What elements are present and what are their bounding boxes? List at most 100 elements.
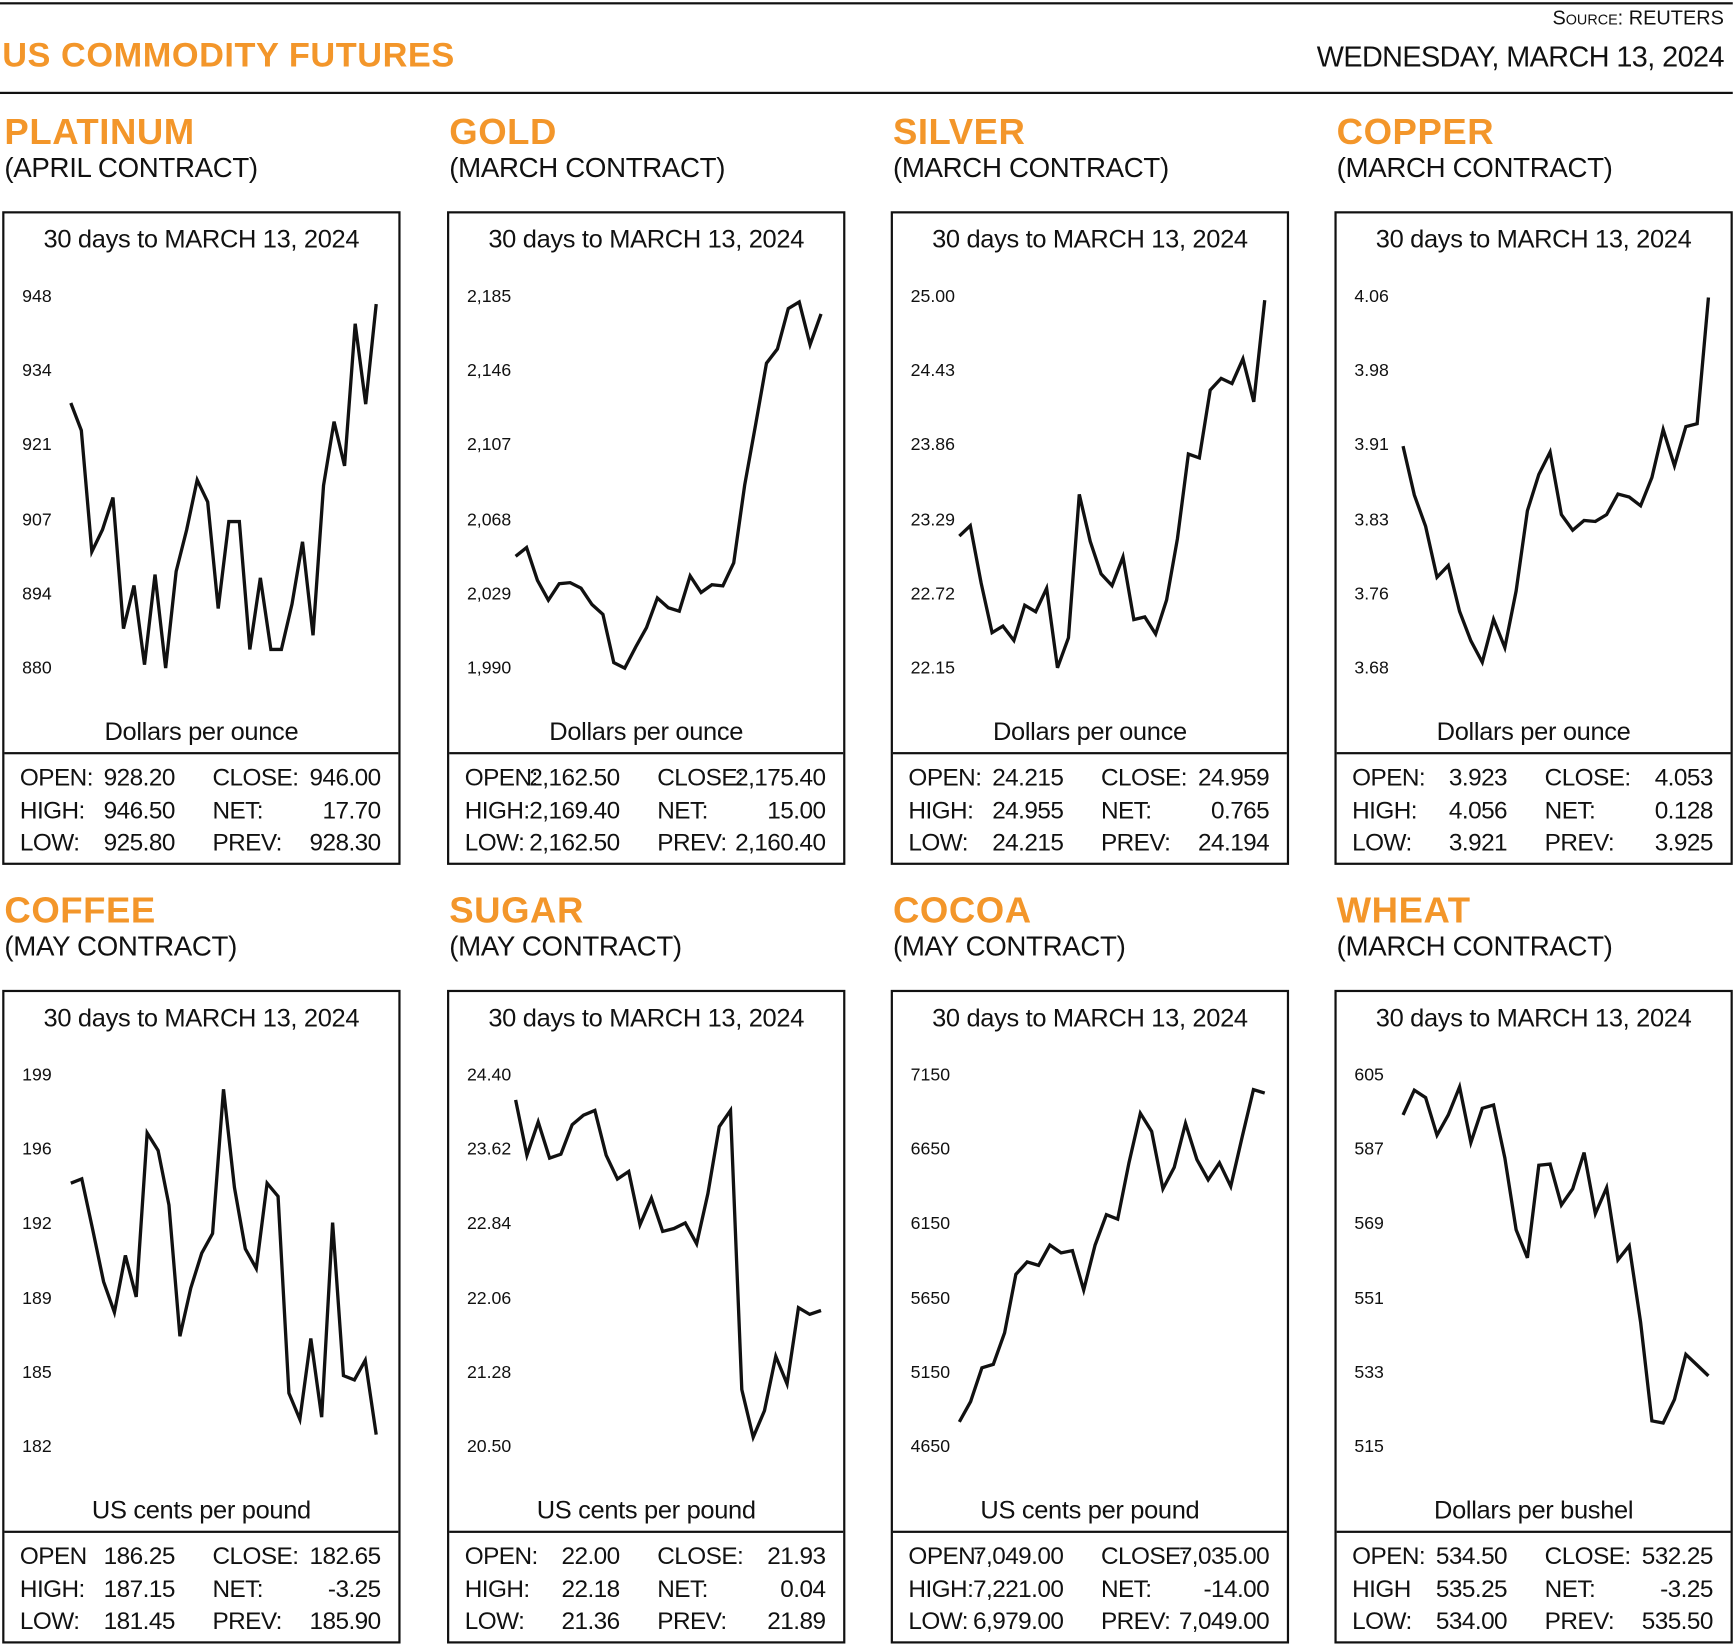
stat-label: CLOSE: [657, 763, 744, 791]
price-chart [1401, 297, 1711, 667]
stat-label: OPEN: [464, 1541, 539, 1570]
stats-row: HIGH: 946.50 NET: 17.70 [4, 796, 398, 827]
unit-label: US cents per pound [536, 1495, 756, 1525]
y-tick-label: 22.84 [466, 1214, 512, 1234]
chart-box: 30 days to MARCH 13, 2024 25.00 24.43 23.86… [890, 211, 1290, 865]
stat-value: 22.00 [561, 1541, 620, 1570]
price-chart [514, 299, 823, 671]
y-tick-label: 3.91 [1354, 436, 1389, 455]
stats-divider [449, 752, 844, 755]
stat-value: 7,221.00 [973, 1574, 1064, 1603]
stats-row: OPEN: 24.215 CLOSE: 24.959 [893, 763, 1287, 794]
stat-label: NET: [212, 1574, 264, 1603]
y-tick-label: 2,185 [466, 287, 512, 307]
commodity-name: SUGAR [449, 889, 584, 931]
unit-label: Dollars per ounce [992, 716, 1187, 746]
stat-value: 15.00 [767, 795, 826, 824]
stats-row: OPEN: 534.50 CLOSE: 532.25 [1337, 1542, 1731, 1573]
stat-value: 187.15 [103, 1574, 176, 1603]
y-tick-label: 182 [22, 1437, 52, 1457]
stat-label: NET: [657, 1574, 708, 1603]
y-tick-label: 3.98 [1354, 361, 1389, 381]
stat-value: -3.25 [327, 1574, 381, 1603]
stats-divider [892, 752, 1287, 755]
stat-value: 24.215 [992, 828, 1064, 857]
stat-label: NET: [1544, 1574, 1596, 1603]
y-tick-label: 1,990 [466, 659, 512, 678]
price-chart [70, 1089, 378, 1435]
stat-value: 2,175.40 [735, 763, 826, 791]
stat-label: LOW: [1352, 828, 1412, 857]
y-tick-label: 23.86 [910, 436, 955, 455]
y-tick-label: 907 [22, 510, 52, 530]
stat-label: CLOSE: [1544, 1541, 1632, 1570]
stat-value: 6,979.00 [973, 1607, 1064, 1635]
stat-value: 535.50 [1641, 1607, 1714, 1635]
commodity-name: PLATINUM [4, 110, 195, 152]
y-tick-label: 894 [22, 584, 52, 604]
stats-divider [4, 752, 399, 755]
contract-label: (MARCH CONTRACT) [1336, 152, 1613, 184]
unit-label: US cents per pound [91, 1495, 311, 1525]
stat-value: 928.20 [103, 763, 176, 791]
stat-label: NET: [1544, 795, 1596, 824]
price-line [958, 299, 1267, 669]
stat-label: OPEN: [1352, 763, 1426, 791]
chart-box: 30 days to MARCH 13, 2024 24.40 23.62 22.84… [447, 989, 846, 1644]
contract-label: (MAY CONTRACT) [892, 931, 1126, 963]
stat-value: 2,169.40 [529, 795, 620, 824]
chart-box: 30 days to MARCH 13, 2024 948 934 921 907 894… [2, 211, 401, 865]
chart-title: 30 days to MARCH 13, 2024 [932, 1003, 1248, 1032]
stat-value: 2,162.50 [529, 763, 620, 791]
stat-label: CLOSE: [1100, 1541, 1188, 1570]
y-tick-label: 23.29 [910, 510, 955, 530]
y-tick-label: 2,107 [466, 436, 512, 455]
y-tick-label: 880 [22, 659, 52, 678]
stat-value: 22.18 [561, 1574, 620, 1603]
stat-value: 3.921 [1448, 828, 1508, 857]
stat-value: 3.923 [1448, 763, 1508, 791]
stat-value: 0.128 [1654, 795, 1714, 824]
y-tick-label: 2,068 [466, 510, 512, 530]
stat-label: NET: [1100, 795, 1152, 824]
y-tick-label: 2,029 [466, 584, 512, 604]
stat-label: PREV: [212, 1607, 282, 1635]
stat-value: -3.25 [1660, 1574, 1713, 1603]
chart-box: 30 days to MARCH 13, 2024 605 587 569 551 533… [1334, 989, 1733, 1644]
source-credit: Source: REUTERS [1552, 6, 1724, 29]
price-chart [69, 303, 378, 669]
stat-label: PREV: [657, 1607, 727, 1635]
price-chart [957, 1087, 1266, 1423]
contract-label: (MAY CONTRACT) [4, 931, 237, 963]
stat-value: 2,160.40 [735, 828, 826, 857]
unit-label: Dollars per ounce [549, 716, 744, 746]
price-chart [514, 1099, 822, 1443]
contract-label: (MAY CONTRACT) [449, 931, 682, 963]
y-tick-label: 22.06 [466, 1289, 512, 1308]
y-tick-label: 605 [1354, 1066, 1384, 1085]
stat-label: LOW: [464, 1607, 525, 1635]
commodity-name: GOLD [449, 110, 557, 152]
stat-value: 17.70 [322, 795, 381, 824]
y-tick-label: 921 [22, 436, 52, 455]
y-tick-label: 22.72 [910, 584, 955, 604]
stat-value: 946.50 [103, 795, 176, 824]
stats-row: OPEN: 2,162.50 CLOSE: 2,175.40 [449, 763, 843, 794]
stat-value: 21.89 [767, 1607, 826, 1635]
stat-value: 4.053 [1654, 763, 1714, 791]
stats-row: LOW: 21.36 PREV: 21.89 [449, 1607, 843, 1638]
stat-label: HIGH: [908, 795, 974, 824]
stat-label: OPEN [19, 1541, 87, 1570]
stat-label: LOW: [19, 1607, 80, 1635]
commodity-name: COFFEE [4, 889, 156, 931]
y-tick-label: 189 [22, 1289, 52, 1308]
chart-box: 30 days to MARCH 13, 2024 2,185 2,146 2,107… [447, 211, 846, 865]
price-line [69, 303, 378, 669]
stats-row: HIGH: 22.18 NET: 0.04 [449, 1574, 843, 1605]
y-tick-label: 24.43 [910, 361, 955, 381]
stat-label: PREV: [212, 828, 282, 857]
unit-label: Dollars per bushel [1434, 1495, 1634, 1525]
chart-title: 30 days to MARCH 13, 2024 [932, 224, 1248, 254]
stats-row: OPEN: 7,049.00 CLOSE: 7,035.00 [893, 1542, 1287, 1573]
stats-divider [1336, 752, 1731, 755]
